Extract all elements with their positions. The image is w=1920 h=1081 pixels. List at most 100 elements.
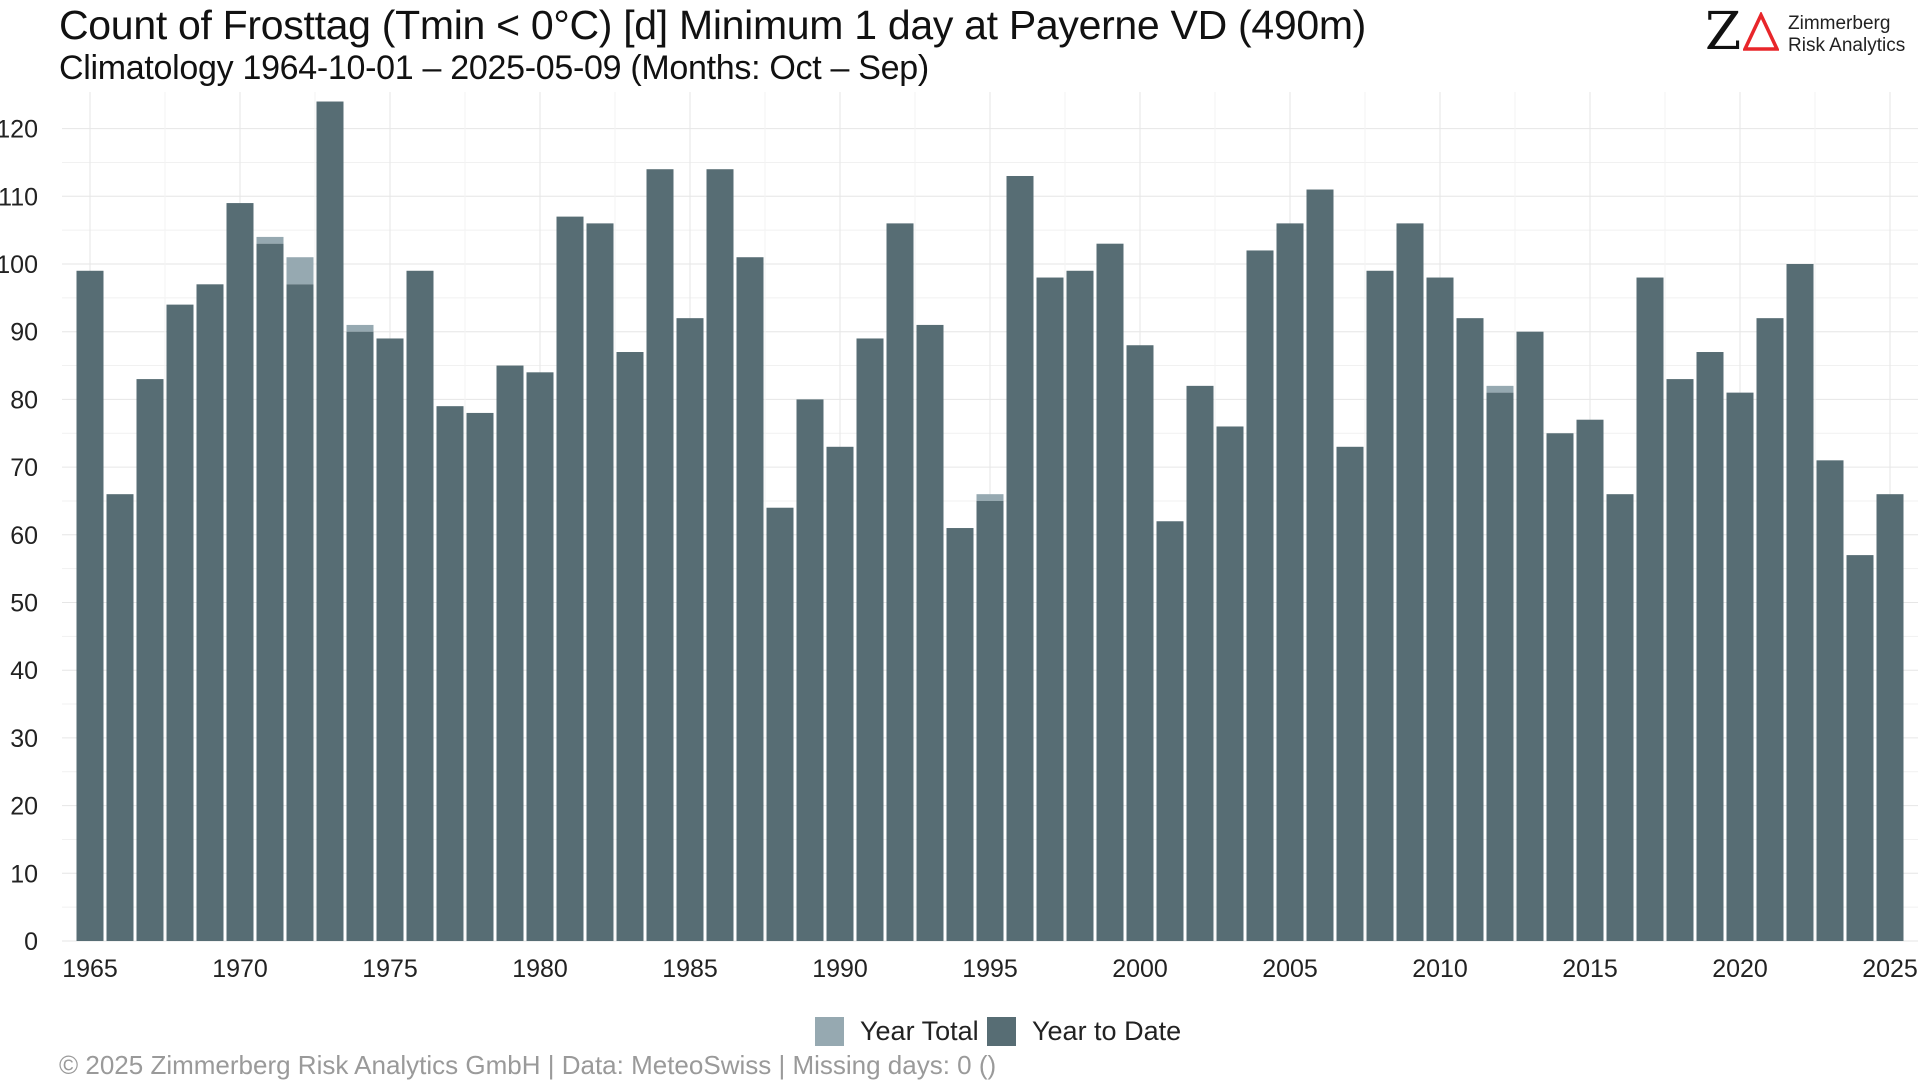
bar-year-total — [976, 494, 1004, 501]
y-tick-label: 20 — [10, 793, 38, 821]
bar-year-to-date — [1186, 385, 1214, 941]
bar-year-to-date — [856, 338, 884, 942]
x-tick-label: 2015 — [1562, 955, 1618, 983]
bar-year-to-date — [1786, 264, 1814, 941]
logo-line-1: Zimmerberg — [1788, 13, 1891, 34]
bar-year-to-date — [1276, 223, 1304, 941]
legend-item-year-total: Year Total — [815, 1016, 979, 1047]
bar-year-to-date — [106, 494, 134, 941]
legend-label-year-total: Year Total — [860, 1016, 979, 1046]
legend-swatch-year-total — [815, 1017, 844, 1046]
x-tick-label: 2025 — [1862, 955, 1918, 983]
bar-year-total — [346, 324, 374, 332]
y-tick-label: 40 — [10, 657, 38, 685]
x-tick-label: 1980 — [512, 955, 568, 983]
y-tick-label: 70 — [10, 454, 38, 482]
bar-year-to-date — [496, 365, 524, 941]
bar-year-to-date — [1636, 277, 1664, 941]
x-tick-label: 2000 — [1112, 955, 1168, 983]
bar-year-to-date — [226, 203, 254, 941]
bar-year-to-date — [1396, 223, 1424, 941]
bar-year-to-date — [1366, 270, 1394, 941]
bar-year-to-date — [586, 223, 614, 941]
bar-year-to-date — [376, 338, 404, 942]
logo-delta-icon — [1743, 12, 1779, 51]
bar-year-to-date — [346, 331, 374, 941]
bar-year-to-date — [1456, 318, 1484, 941]
chart-title: Count of Frosttag (Tmin < 0°C) [d] Minim… — [59, 2, 1367, 48]
bar-year-to-date — [1816, 460, 1844, 941]
bar-year-to-date — [796, 399, 824, 941]
y-tick-label: 50 — [10, 590, 38, 618]
legend-swatch-year-to-date — [987, 1017, 1016, 1046]
chart-subtitle: Climatology 1964-10-01 – 2025-05-09 (Mon… — [59, 49, 929, 87]
bar-year-to-date — [1246, 250, 1274, 941]
x-tick-label: 2005 — [1262, 955, 1318, 983]
y-tick-label: 0 — [24, 928, 38, 956]
logo-text: Zimmerberg Risk Analytics — [1788, 13, 1905, 57]
y-tick-label: 80 — [10, 386, 38, 414]
bar-year-to-date — [1486, 392, 1514, 941]
bar-year-total — [286, 257, 314, 285]
logo-line-2: Risk Analytics — [1788, 35, 1906, 56]
bar-year-to-date — [766, 507, 794, 941]
chart-legend: Year Total Year to Date — [0, 1016, 1920, 1048]
y-tick-label: 110 — [0, 183, 38, 211]
bar-year-to-date — [826, 446, 854, 941]
x-tick-label: 1975 — [362, 955, 418, 983]
bar-year-to-date — [886, 223, 914, 941]
bar-year-to-date — [1696, 352, 1724, 941]
bar-year-to-date — [1306, 189, 1334, 941]
bar-year-to-date — [256, 243, 284, 941]
y-tick-label: 30 — [10, 725, 38, 753]
bar-year-to-date — [1216, 426, 1244, 942]
bar-year-to-date — [166, 304, 194, 941]
bar-year-to-date — [1156, 521, 1184, 941]
bar-year-to-date — [1006, 175, 1034, 942]
bar-year-to-date — [1876, 494, 1904, 941]
bar-year-to-date — [916, 324, 944, 941]
bar-year-to-date — [286, 284, 314, 941]
bar-year-total — [1486, 385, 1514, 393]
bar-year-to-date — [946, 528, 974, 941]
bar-chart: 0 10 20 30 40 50 60 70 80 90 100 110 120 1965 1970 1975… — [0, 92, 1918, 983]
x-tick-label: 2010 — [1412, 955, 1468, 983]
y-tick-label: 100 — [0, 251, 38, 279]
bar-year-to-date — [196, 284, 224, 941]
bar-year-to-date — [1666, 379, 1694, 942]
legend-label-year-to-date: Year to Date — [1032, 1016, 1182, 1046]
bar-year-to-date — [436, 406, 464, 941]
legend-item-year-to-date: Year to Date — [987, 1016, 1181, 1047]
bar-year-to-date — [1096, 243, 1124, 941]
x-tick-label: 1970 — [212, 955, 268, 983]
bar-year-to-date — [1846, 555, 1874, 941]
bar-year-total — [256, 236, 284, 244]
bar-year-to-date — [706, 169, 734, 942]
bar-year-to-date — [1546, 433, 1574, 941]
bar-year-to-date — [136, 379, 164, 942]
x-tick-label: 1965 — [62, 955, 118, 983]
y-tick-label: 10 — [10, 860, 38, 888]
x-tick-label: 1995 — [962, 955, 1018, 983]
x-tick-label: 1985 — [662, 955, 718, 983]
y-tick-label: 120 — [0, 116, 38, 144]
bar-year-to-date — [1336, 446, 1364, 941]
bar-year-to-date — [1516, 331, 1544, 941]
bar-year-to-date — [1606, 494, 1634, 941]
bar-year-to-date — [1726, 392, 1754, 941]
logo-z-letter: Z — [1705, 2, 1742, 62]
bar-year-to-date — [736, 257, 764, 942]
x-tick-label: 1990 — [812, 955, 868, 983]
y-tick-label: 90 — [10, 319, 38, 347]
bar-year-to-date — [1126, 345, 1154, 941]
bar-year-to-date — [316, 101, 344, 941]
bar-year-to-date — [1756, 318, 1784, 941]
bar-year-to-date — [616, 352, 644, 941]
bar-year-to-date — [1066, 270, 1094, 941]
bar-year-to-date — [646, 169, 674, 942]
company-logo: Z Zimmerberg Risk Analytics — [1705, 6, 1905, 60]
bar-year-to-date — [1426, 277, 1454, 941]
bar-year-to-date — [76, 270, 104, 941]
bar-year-to-date — [556, 216, 584, 942]
x-tick-label: 2020 — [1712, 955, 1768, 983]
